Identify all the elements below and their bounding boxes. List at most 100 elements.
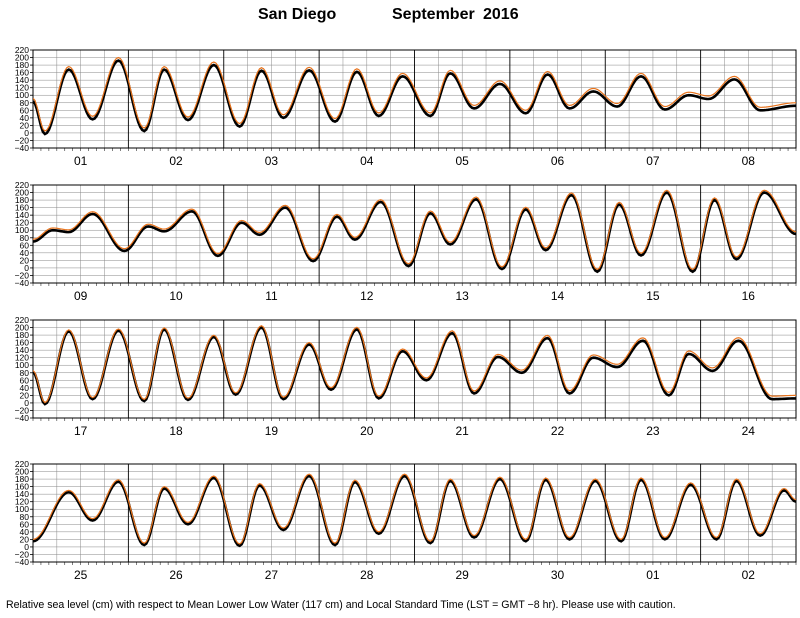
y-tick-label: −40 [15, 278, 30, 288]
y-tick-label: 180 [15, 330, 29, 340]
day-label: 24 [742, 424, 756, 438]
y-tick-label: 220 [15, 45, 29, 55]
y-tick-label: −40 [15, 143, 30, 153]
day-label: 06 [551, 154, 565, 168]
day-label: 14 [551, 289, 565, 303]
day-label: 01 [646, 568, 660, 582]
y-tick-label: −20 [15, 405, 30, 415]
y-tick-label: 200 [15, 467, 29, 477]
day-label: 19 [265, 424, 279, 438]
y-tick-label: 80 [20, 233, 30, 243]
y-tick-label: 120 [15, 218, 29, 228]
y-tick-label: 40 [20, 527, 30, 537]
observed-series-line [33, 59, 796, 136]
title-year: 2016 [483, 6, 519, 23]
day-label: 21 [456, 424, 470, 438]
y-tick-label: 80 [20, 368, 30, 378]
y-tick-label: −20 [15, 549, 30, 559]
day-label: 07 [646, 154, 660, 168]
y-tick-label: 40 [20, 113, 30, 123]
y-tick-label: 40 [20, 383, 30, 393]
y-tick-label: 20 [20, 120, 30, 130]
day-label: 03 [265, 154, 279, 168]
y-tick-label: 220 [15, 315, 29, 325]
y-tick-label: 0 [24, 398, 29, 408]
y-tick-label: 160 [15, 482, 29, 492]
y-tick-label: 40 [20, 248, 30, 258]
predicted-series-line [33, 473, 796, 545]
day-label: 26 [169, 568, 183, 582]
y-tick-label: 200 [15, 188, 29, 198]
y-tick-label: 60 [20, 375, 30, 385]
day-label: 16 [742, 289, 756, 303]
y-tick-label: 100 [15, 360, 29, 370]
y-tick-label: −40 [15, 413, 30, 423]
y-tick-label: 0 [24, 128, 29, 138]
predicted-series-line [33, 56, 796, 132]
day-label: 09 [74, 289, 88, 303]
y-tick-label: 180 [15, 195, 29, 205]
y-tick-label: 100 [15, 225, 29, 235]
panel-frame [32, 319, 797, 419]
title-location: San Diego [258, 6, 337, 23]
y-tick-label: 220 [15, 180, 29, 190]
y-tick-label: 20 [20, 255, 30, 265]
y-tick-label: 60 [20, 519, 30, 529]
day-label: 08 [742, 154, 756, 168]
y-tick-label: 220 [15, 459, 29, 469]
y-tick-label: 200 [15, 323, 29, 333]
y-tick-label: 180 [15, 60, 29, 70]
y-tick-label: −20 [15, 270, 30, 280]
y-tick-label: 200 [15, 53, 29, 63]
day-label: 17 [74, 424, 88, 438]
y-tick-label: 0 [24, 542, 29, 552]
day-label: 28 [360, 568, 374, 582]
day-label: 05 [456, 154, 470, 168]
day-label: 02 [169, 154, 183, 168]
y-tick-label: 120 [15, 353, 29, 363]
day-label: 13 [456, 289, 470, 303]
day-label: 10 [169, 289, 183, 303]
day-label: 27 [265, 568, 279, 582]
y-tick-label: 120 [15, 497, 29, 507]
y-tick-label: 60 [20, 240, 30, 250]
panel-frame [32, 463, 797, 563]
day-label: 11 [265, 289, 278, 303]
day-label: 12 [360, 289, 374, 303]
y-tick-label: 80 [20, 98, 30, 108]
y-tick-label: 140 [15, 345, 29, 355]
y-tick-label: 60 [20, 105, 30, 115]
day-label: 01 [74, 154, 88, 168]
y-tick-label: 0 [24, 263, 29, 273]
y-tick-label: 120 [15, 83, 29, 93]
day-label: 20 [360, 424, 374, 438]
predicted-series-line [33, 189, 796, 271]
y-tick-label: 20 [20, 390, 30, 400]
day-label: 04 [360, 154, 374, 168]
y-tick-label: 140 [15, 489, 29, 499]
predicted-series-line [33, 325, 796, 404]
footer-caption: Relative sea level (cm) with respect to … [6, 599, 676, 611]
day-label: 25 [74, 568, 88, 582]
day-label: 15 [646, 289, 660, 303]
y-tick-label: 100 [15, 90, 29, 100]
y-tick-label: −40 [15, 557, 30, 567]
y-tick-label: 80 [20, 512, 30, 522]
observed-series-line [33, 191, 796, 274]
day-label: 29 [456, 568, 470, 582]
chart-title: San Diego September 2016 [0, 6, 800, 26]
y-tick-label: 100 [15, 504, 29, 514]
day-label: 18 [169, 424, 183, 438]
day-label: 23 [646, 424, 660, 438]
y-tick-label: −20 [15, 135, 30, 145]
y-tick-label: 140 [15, 210, 29, 220]
day-label: 02 [742, 568, 756, 582]
y-tick-label: 140 [15, 75, 29, 85]
y-tick-label: 180 [15, 474, 29, 484]
day-label: 30 [551, 568, 565, 582]
